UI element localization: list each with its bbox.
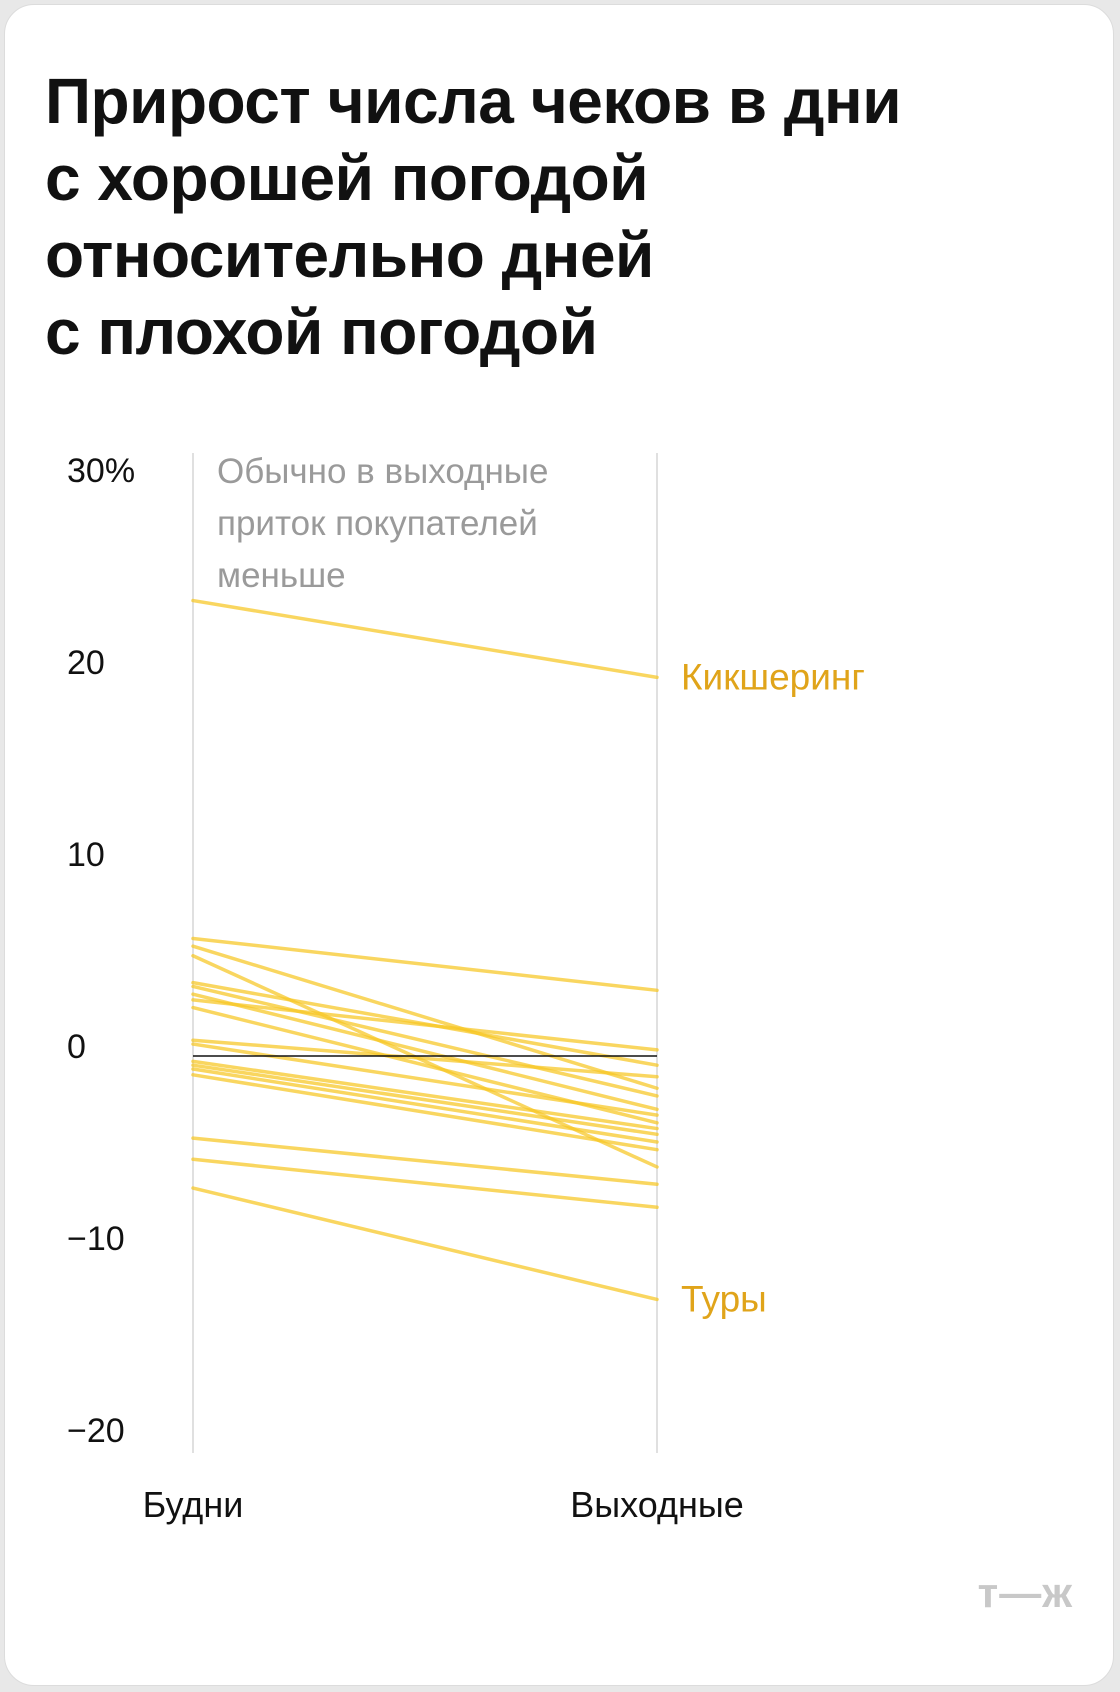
title-line: с плохой погодой	[45, 296, 598, 368]
x-category-label: Выходные	[570, 1484, 744, 1525]
series-line	[191, 1136, 659, 1186]
series-line	[191, 998, 659, 1052]
series-line	[191, 1063, 659, 1137]
series-label: Туры	[681, 1278, 767, 1319]
series-line	[191, 992, 659, 1112]
series-line	[191, 1059, 659, 1131]
series-line	[191, 1038, 659, 1079]
annotation-text: Обычно в выходные	[217, 452, 548, 491]
series-line	[191, 944, 659, 1090]
series-line	[191, 598, 659, 680]
brand-logo: т—ж	[977, 1569, 1073, 1616]
series-line	[191, 1067, 659, 1144]
chart-card: Прирост числа чеков в дни с хорошей пого…	[4, 4, 1114, 1686]
title-line: Прирост числа чеков в дни	[45, 65, 902, 137]
y-tick-label: 30%	[67, 452, 135, 490]
chart-title: Прирост числа чеков в дни с хорошей пого…	[45, 63, 1025, 371]
y-tick-label: −20	[67, 1412, 125, 1450]
title-line: с хорошей погодой	[45, 142, 649, 214]
series-line	[191, 1157, 659, 1210]
series-line	[191, 936, 659, 993]
series-line	[191, 984, 659, 1098]
series-label: Кикшеринг	[681, 656, 865, 697]
series-line	[191, 954, 659, 1169]
annotation-text: меньше	[217, 556, 346, 595]
y-tick-label: −10	[67, 1220, 125, 1258]
series-line	[191, 1186, 659, 1302]
annotation-text: приток покупателей	[217, 504, 538, 543]
x-category-label: Будни	[143, 1484, 244, 1525]
y-tick-label: 10	[67, 836, 105, 874]
slope-chart: 30% 20 10 0 −10 −20 Обычно в выходные приток по…	[67, 452, 865, 1525]
y-tick-label: 0	[67, 1028, 86, 1066]
series-line	[191, 1073, 659, 1152]
title-line: относительно дней	[45, 219, 654, 291]
y-tick-label: 20	[67, 644, 105, 682]
